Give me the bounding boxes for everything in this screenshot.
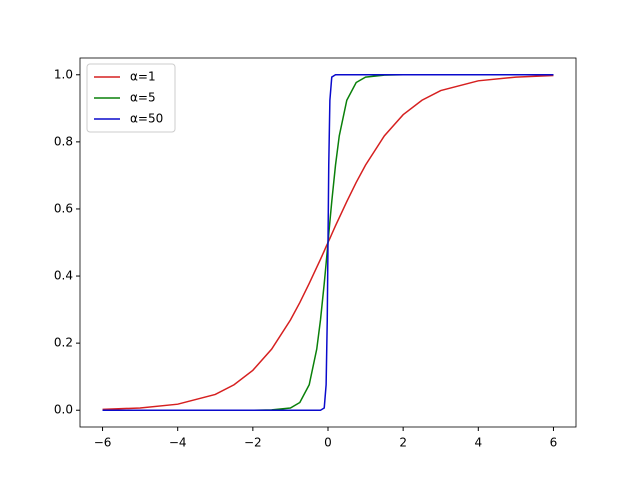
x-tick-label: −2 xyxy=(244,436,262,450)
y-tick-label: 0.4 xyxy=(54,269,73,283)
y-tick-label: 0.0 xyxy=(54,403,73,417)
x-tick-label: 6 xyxy=(550,436,558,450)
x-tick-label: −4 xyxy=(169,436,187,450)
x-tick-label: 0 xyxy=(324,436,332,450)
x-tick-label: 4 xyxy=(474,436,482,450)
y-tick-label: 1.0 xyxy=(54,67,73,81)
plot-frame xyxy=(79,57,577,428)
x-tick-label: −6 xyxy=(94,436,112,450)
legend-label: α=1 xyxy=(130,70,156,84)
y-tick-label: 0.2 xyxy=(54,336,73,350)
legend-label: α=50 xyxy=(130,112,163,126)
line-series xyxy=(102,74,554,411)
y-tick-label: 0.6 xyxy=(54,201,73,215)
legend-box xyxy=(86,63,176,133)
legend-label: α=5 xyxy=(130,91,156,105)
legend: α=1 α=5 α=50 xyxy=(86,63,176,133)
y-tick-label: 0.8 xyxy=(54,134,73,148)
x-tick-label: 2 xyxy=(399,436,407,450)
